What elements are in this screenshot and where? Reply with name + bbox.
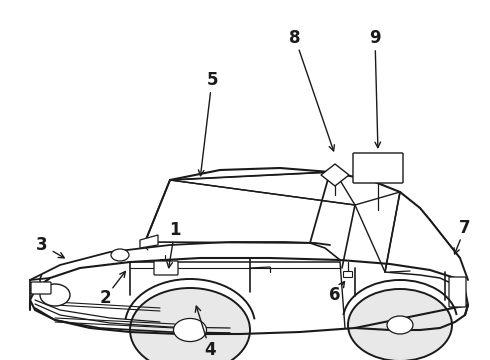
Ellipse shape <box>348 289 452 360</box>
Text: 4: 4 <box>204 341 216 359</box>
FancyBboxPatch shape <box>31 282 51 294</box>
FancyBboxPatch shape <box>449 277 466 307</box>
FancyBboxPatch shape <box>154 261 178 275</box>
Ellipse shape <box>387 316 413 334</box>
FancyBboxPatch shape <box>343 271 352 278</box>
Polygon shape <box>140 235 158 248</box>
Ellipse shape <box>40 284 70 306</box>
Text: 2: 2 <box>99 289 111 307</box>
Text: 3: 3 <box>36 236 48 254</box>
Ellipse shape <box>111 249 129 261</box>
Ellipse shape <box>130 288 250 360</box>
Text: 8: 8 <box>289 29 301 47</box>
Text: 7: 7 <box>459 219 471 237</box>
FancyBboxPatch shape <box>353 153 403 183</box>
Text: 1: 1 <box>169 221 181 239</box>
Ellipse shape <box>173 319 206 342</box>
Text: 5: 5 <box>206 71 218 89</box>
Text: 6: 6 <box>329 286 341 304</box>
Polygon shape <box>321 164 349 186</box>
Text: 9: 9 <box>369 29 381 47</box>
